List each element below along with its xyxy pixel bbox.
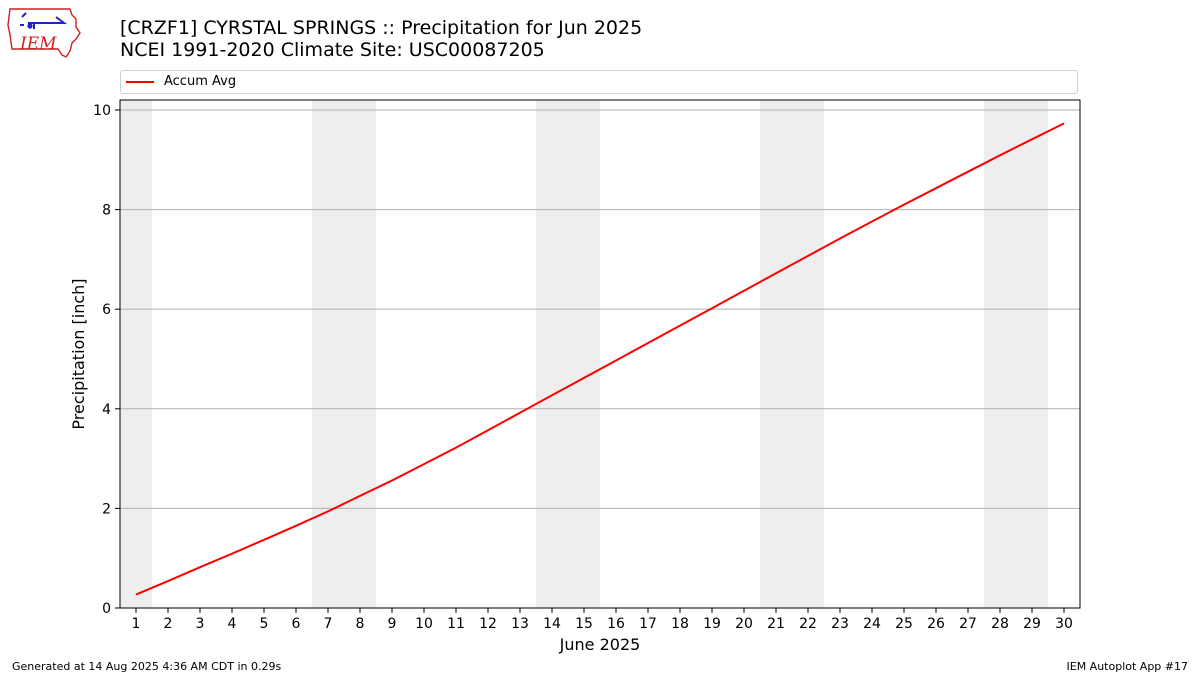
x-tick-label: 26: [927, 616, 945, 632]
y-tick-label: 8: [102, 203, 111, 219]
x-tick-label: 4: [228, 616, 237, 632]
x-tick-label: 8: [356, 616, 365, 632]
x-tick-label: 25: [895, 616, 913, 632]
x-tick-label: 23: [831, 616, 849, 632]
x-tick-label: 28: [991, 616, 1009, 632]
x-tick-label: 6: [292, 616, 301, 632]
rain-drop-icon: [27, 23, 33, 29]
footer-app-label: IEM Autoplot App #17: [1066, 660, 1189, 673]
weekend-band: [760, 100, 824, 608]
chart-title-line-1: [CRZF1] CYRSTAL SPRINGS :: Precipitation…: [120, 17, 643, 39]
iowa-outline-shape: [7, 8, 81, 58]
y-tick-label: 4: [102, 402, 111, 418]
y-tick-label: 2: [102, 501, 111, 517]
x-tick-label: 21: [767, 616, 785, 632]
plot-frame: [119, 99, 1081, 609]
x-tick-label: 5: [260, 616, 269, 632]
x-axis-label: June 2025: [559, 635, 641, 654]
x-tick-label: 18: [671, 616, 689, 632]
x-tick-label: 14: [543, 616, 561, 632]
iem-logo: IEM: [7, 8, 81, 58]
x-tick-label: 17: [639, 616, 657, 632]
weekend-band: [312, 100, 376, 608]
x-tick-label: 22: [799, 616, 817, 632]
x-tick-label: 16: [607, 616, 625, 632]
footer-generated-text: Generated at 14 Aug 2025 4:36 AM CDT in …: [12, 660, 282, 673]
x-tick-label: 12: [479, 616, 497, 632]
legend: Accum Avg: [120, 70, 1078, 94]
y-tick-label: 0: [102, 601, 111, 617]
series-line-accum-avg: [135, 122, 1065, 596]
weekend-band: [120, 100, 152, 608]
x-tick-label: 15: [575, 616, 593, 632]
y-tick-label: 6: [102, 302, 111, 318]
y-tick-label: 10: [93, 103, 111, 119]
legend-swatch-line: [126, 81, 154, 83]
x-tick-label: 13: [511, 616, 529, 632]
y-axis-label: Precipitation [inch]: [69, 278, 88, 429]
x-tick-label: 30: [1055, 616, 1073, 632]
x-tick-label: 27: [959, 616, 977, 632]
x-tick-label: 1: [132, 616, 141, 632]
x-tick-label: 10: [415, 616, 433, 632]
x-tick-label: 20: [735, 616, 753, 632]
x-tick-label: 24: [863, 616, 881, 632]
x-tick-label: 7: [324, 616, 333, 632]
legend-label: Accum Avg: [164, 74, 237, 89]
chart-title-line-2: NCEI 1991-2020 Climate Site: USC00087205: [120, 39, 545, 61]
x-tick-label: 2: [164, 616, 173, 632]
weekend-band: [984, 100, 1048, 608]
logo-text: IEM: [19, 34, 57, 54]
chart-title: [CRZF1] CYRSTAL SPRINGS :: Precipitation…: [120, 17, 642, 61]
x-tick-label: 9: [388, 616, 397, 632]
x-tick-label: 3: [196, 616, 205, 632]
x-tick-label: 19: [703, 616, 721, 632]
wind-vane-icon: [20, 12, 67, 29]
x-tick-label: 11: [447, 616, 465, 632]
weekend-band: [536, 100, 600, 608]
x-tick-label: 29: [1023, 616, 1041, 632]
